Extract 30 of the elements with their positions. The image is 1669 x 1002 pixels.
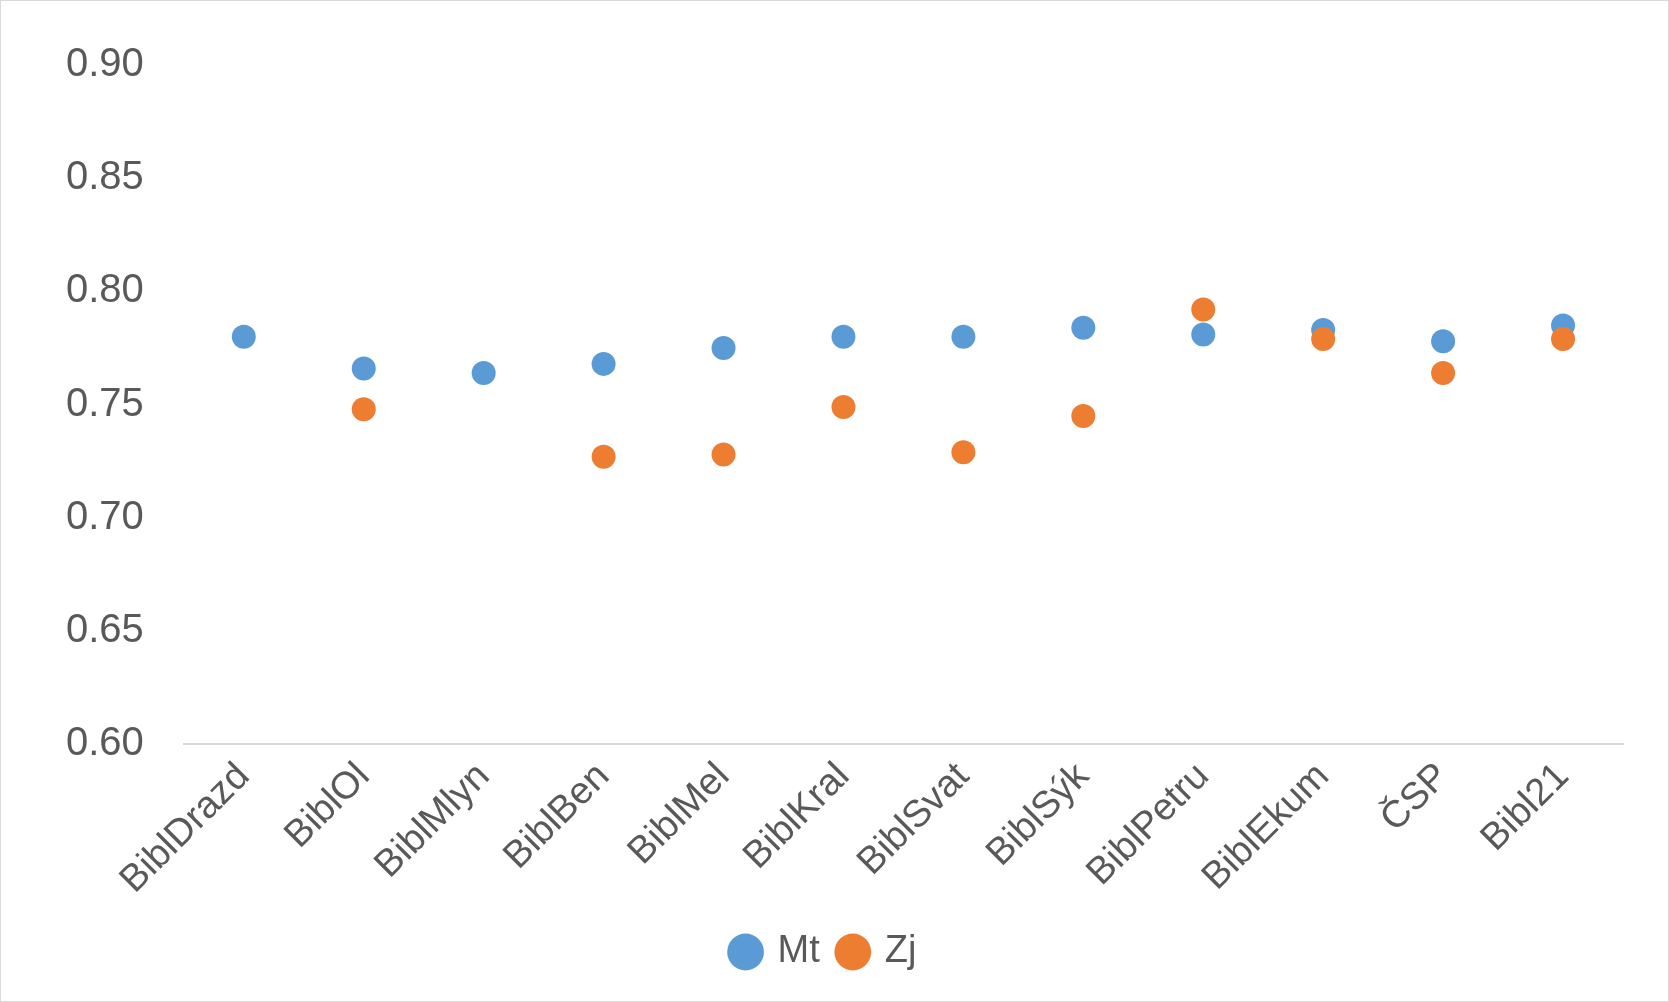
x-tick-label: ČSP	[1370, 753, 1457, 839]
point	[1191, 322, 1216, 347]
point	[1071, 403, 1096, 428]
point	[1071, 315, 1096, 340]
y-tick-label: 0.85	[65, 153, 144, 198]
y-tick-label: 0.90	[65, 40, 144, 85]
point	[1551, 326, 1576, 351]
point	[591, 444, 616, 469]
point	[591, 351, 616, 376]
y-tick-label: 0.70	[65, 492, 144, 537]
legend-label: Zj	[884, 928, 917, 971]
point	[471, 360, 496, 385]
y-tick-label: 0.60	[65, 719, 144, 764]
y-tick-label: 0.80	[65, 266, 144, 311]
point	[711, 336, 736, 361]
legend-label: Mt	[777, 928, 821, 971]
point	[1191, 297, 1216, 322]
point	[831, 394, 856, 419]
point	[951, 324, 976, 349]
point	[351, 397, 376, 422]
point	[351, 356, 376, 381]
point	[231, 324, 256, 349]
point	[831, 324, 856, 349]
point	[1311, 326, 1336, 351]
y-tick-label: 0.75	[65, 379, 144, 424]
y-tick-label: 0.65	[65, 606, 144, 651]
point	[1431, 329, 1456, 354]
point	[951, 440, 976, 465]
point	[711, 442, 736, 467]
point	[1431, 360, 1456, 385]
